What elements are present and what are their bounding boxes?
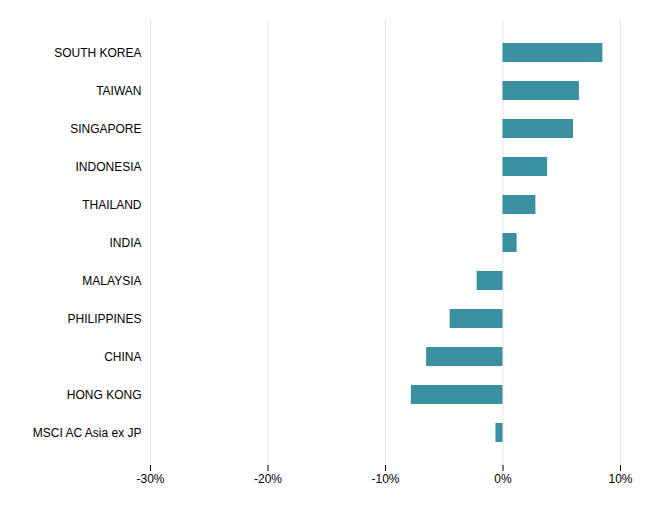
svg-text:MALAYSIA: MALAYSIA: [82, 274, 141, 288]
svg-text:SINGAPORE: SINGAPORE: [70, 122, 141, 136]
svg-text:PHILIPPINES: PHILIPPINES: [67, 312, 141, 326]
svg-text:INDONESIA: INDONESIA: [75, 160, 141, 174]
svg-text:SOUTH KOREA: SOUTH KOREA: [54, 46, 141, 60]
svg-text:HONG KONG: HONG KONG: [67, 388, 142, 402]
svg-text:TAIWAN: TAIWAN: [96, 84, 141, 98]
svg-text:THAILAND: THAILAND: [82, 198, 142, 212]
svg-text:-30%: -30%: [136, 472, 164, 486]
svg-text:0%: 0%: [494, 472, 512, 486]
svg-text:INDIA: INDIA: [109, 236, 141, 250]
svg-text:-20%: -20%: [254, 472, 282, 486]
svg-text:CHINA: CHINA: [104, 350, 141, 364]
svg-text:-10%: -10%: [371, 472, 399, 486]
svg-text:MSCI AC Asia ex JP: MSCI AC Asia ex JP: [33, 426, 142, 440]
svg-text:10%: 10%: [608, 472, 632, 486]
